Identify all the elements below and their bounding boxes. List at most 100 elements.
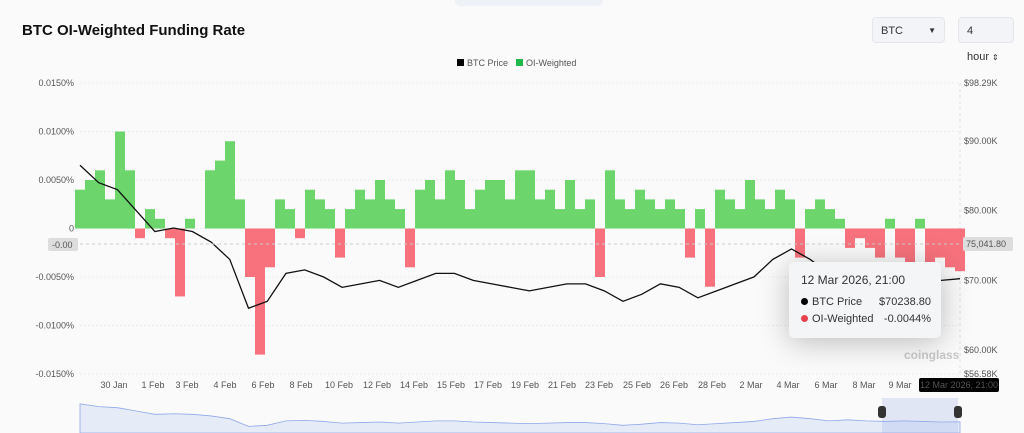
funding-bar	[455, 180, 465, 229]
funding-bar	[805, 209, 815, 229]
left-tick-label: 0.0050%	[38, 175, 74, 185]
funding-bar	[775, 189, 785, 229]
x-tick-label: 10 Feb	[325, 380, 353, 390]
left-tick-label: -0.0050%	[35, 272, 74, 282]
funding-bar	[305, 189, 315, 229]
x-tick-label: 2 Mar	[739, 380, 762, 390]
funding-bar	[835, 218, 845, 229]
navigator-selection	[882, 398, 958, 433]
funding-bar	[225, 141, 235, 229]
funding-bar	[265, 228, 275, 268]
funding-bar	[145, 209, 155, 229]
funding-bar	[75, 189, 85, 229]
legend-swatch-oi	[516, 59, 523, 66]
funding-bar	[625, 209, 635, 229]
left-tick-label: -0.0100%	[35, 321, 74, 331]
right-tick-label: $60.00K	[964, 345, 998, 355]
funding-bar	[365, 199, 375, 229]
funding-bar	[115, 131, 125, 229]
funding-bar	[435, 199, 445, 229]
funding-bar	[675, 209, 685, 229]
funding-bar	[465, 209, 475, 229]
left-tick-label: -0.0150%	[35, 369, 74, 379]
funding-bar	[445, 170, 455, 229]
funding-bar	[815, 199, 825, 229]
funding-bar	[725, 199, 735, 229]
funding-bar	[945, 228, 955, 268]
funding-bar	[495, 180, 505, 229]
tooltip-price-value: $70238.80	[879, 296, 931, 308]
funding-bar	[665, 199, 675, 229]
funding-bar	[175, 228, 185, 297]
funding-bar	[785, 199, 795, 229]
funding-bar	[645, 199, 655, 229]
funding-bar	[375, 180, 385, 229]
x-tick-label: 14 Feb	[400, 380, 428, 390]
funding-bar	[475, 189, 485, 229]
legend-label-oi: OI-Weighted	[526, 58, 576, 68]
funding-bar	[165, 228, 175, 239]
x-tick-label: 21 Feb	[548, 380, 576, 390]
navigator-handle[interactable]	[878, 406, 886, 418]
funding-bar	[385, 199, 395, 229]
left-tick-label: 0.0100%	[38, 127, 74, 137]
right-tick-label: $70.00K	[964, 275, 998, 285]
navigator-handle[interactable]	[954, 406, 962, 418]
funding-bar	[515, 170, 525, 229]
coin-value: BTC	[881, 25, 903, 37]
x-tick-label: 6 Mar	[814, 380, 837, 390]
funding-bar	[635, 189, 645, 229]
funding-bar	[685, 228, 695, 258]
x-tick-label: 28 Feb	[698, 380, 726, 390]
funding-bar	[925, 228, 935, 277]
x-tick-label: 8 Mar	[852, 380, 875, 390]
funding-bar	[295, 228, 305, 239]
funding-bar	[865, 228, 875, 248]
coin-select[interactable]: BTC ▼	[872, 17, 945, 43]
funding-bar	[755, 199, 765, 229]
funding-bar	[215, 160, 225, 229]
funding-bar	[575, 209, 585, 229]
funding-bar	[655, 209, 665, 229]
left-tick-label: 0.0150%	[38, 78, 74, 88]
tooltip-oi-value: -0.0044%	[883, 313, 931, 325]
funding-bar	[355, 189, 365, 229]
funding-bar	[395, 209, 405, 229]
page-title: BTC OI-Weighted Funding Rate	[22, 22, 246, 39]
tooltip-date: 12 Mar 2026, 21:00	[801, 273, 906, 287]
funding-bar	[235, 199, 245, 229]
funding-bar	[185, 218, 195, 229]
x-tick-label: 23 Feb	[585, 380, 613, 390]
funding-bar	[285, 209, 295, 229]
funding-bar	[715, 189, 725, 229]
funding-bar	[345, 209, 355, 229]
funding-bar	[485, 180, 495, 229]
funding-bar	[935, 228, 945, 258]
funding-bar	[535, 199, 545, 229]
funding-bar	[855, 228, 865, 239]
interval-select[interactable]: 4 hour ⇕	[958, 17, 1014, 63]
funding-bar	[525, 170, 535, 229]
funding-bar	[605, 170, 615, 229]
x-tick-label: 4 Mar	[776, 380, 799, 390]
x-tick-label: 30 Jan	[100, 380, 127, 390]
x-tick-label: 15 Feb	[437, 380, 465, 390]
funding-bar	[85, 180, 95, 229]
funding-bar	[745, 180, 755, 229]
funding-bar	[555, 209, 565, 229]
funding-bar	[595, 228, 605, 277]
funding-bar	[885, 218, 895, 229]
right-tick-label: $80.00K	[964, 206, 998, 216]
oi-dot-icon	[801, 315, 808, 322]
funding-bar	[105, 199, 115, 229]
funding-bar	[695, 209, 705, 229]
funding-bar	[405, 228, 415, 268]
right-tick-label: $90.00K	[964, 136, 998, 146]
x-tick-label: 26 Feb	[660, 380, 688, 390]
price-dot-icon	[801, 298, 808, 305]
x-tick-label: 19 Feb	[511, 380, 539, 390]
funding-bar	[155, 218, 165, 229]
x-tick-label: 12 Feb	[363, 380, 391, 390]
funding-bar	[245, 228, 255, 277]
